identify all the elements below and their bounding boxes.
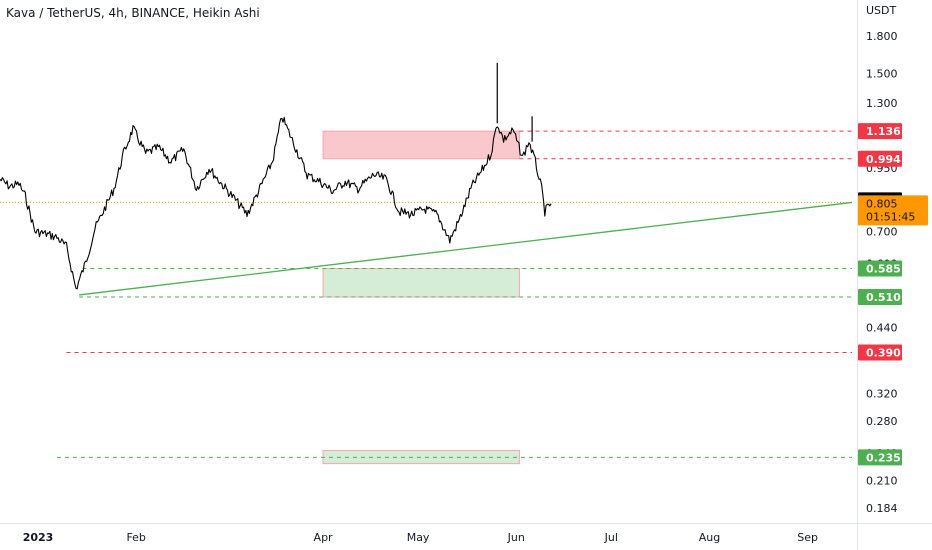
- x-tick-label: 2023: [23, 531, 54, 544]
- x-tick-label: Apr: [314, 531, 334, 544]
- level-price-label-box: [858, 288, 902, 305]
- level-price-label: 0.510: [866, 291, 901, 304]
- current-price-label-box: [858, 195, 928, 226]
- level-price-label-box: [858, 260, 902, 277]
- y-tick-label: 1.300: [866, 97, 898, 110]
- y-tick-label: 0.184: [866, 502, 898, 515]
- y-tick-label: 1.800: [866, 30, 898, 43]
- x-tick-label: May: [407, 531, 430, 544]
- x-tick-label: Aug: [699, 531, 720, 544]
- demand-zone[interactable]: [322, 268, 520, 298]
- trendline[interactable]: [79, 201, 853, 296]
- y-tick-label: 0.280: [866, 415, 898, 428]
- y-tick-label: 1.500: [866, 68, 898, 81]
- price-series-line[interactable]: [0, 116, 552, 290]
- supply-zone[interactable]: [322, 130, 520, 160]
- level-price-label-box: [858, 123, 902, 140]
- level-price-label: 1.136: [866, 125, 901, 138]
- price-axis-currency: USDT: [866, 4, 897, 17]
- chart-title: Kava / TetherUS, 4h, BINANCE, Heikin Ash…: [6, 6, 260, 20]
- level-price-label-box: [858, 344, 902, 361]
- x-tick-label: Feb: [126, 531, 145, 544]
- level-price-label: 0.390: [866, 346, 901, 359]
- level-price-label-box: [858, 150, 902, 167]
- level-price-label: 0.235: [866, 451, 901, 464]
- level-price-label-box: [858, 449, 902, 466]
- x-tick-label: Jun: [507, 531, 525, 544]
- current-price-label: 0.805: [866, 197, 898, 210]
- level-price-label: 0.585: [866, 263, 901, 276]
- y-tick-label: 0.210: [866, 475, 898, 488]
- y-tick-label: 0.320: [866, 387, 898, 400]
- x-tick-label: Sep: [797, 531, 818, 544]
- y-tick-label: 0.700: [866, 225, 898, 238]
- level-price-label: 0.994: [866, 153, 901, 166]
- y-tick-label: 0.440: [866, 322, 898, 335]
- x-tick-label: Jul: [604, 531, 618, 544]
- bar-countdown-label: 01:51:45: [866, 210, 915, 223]
